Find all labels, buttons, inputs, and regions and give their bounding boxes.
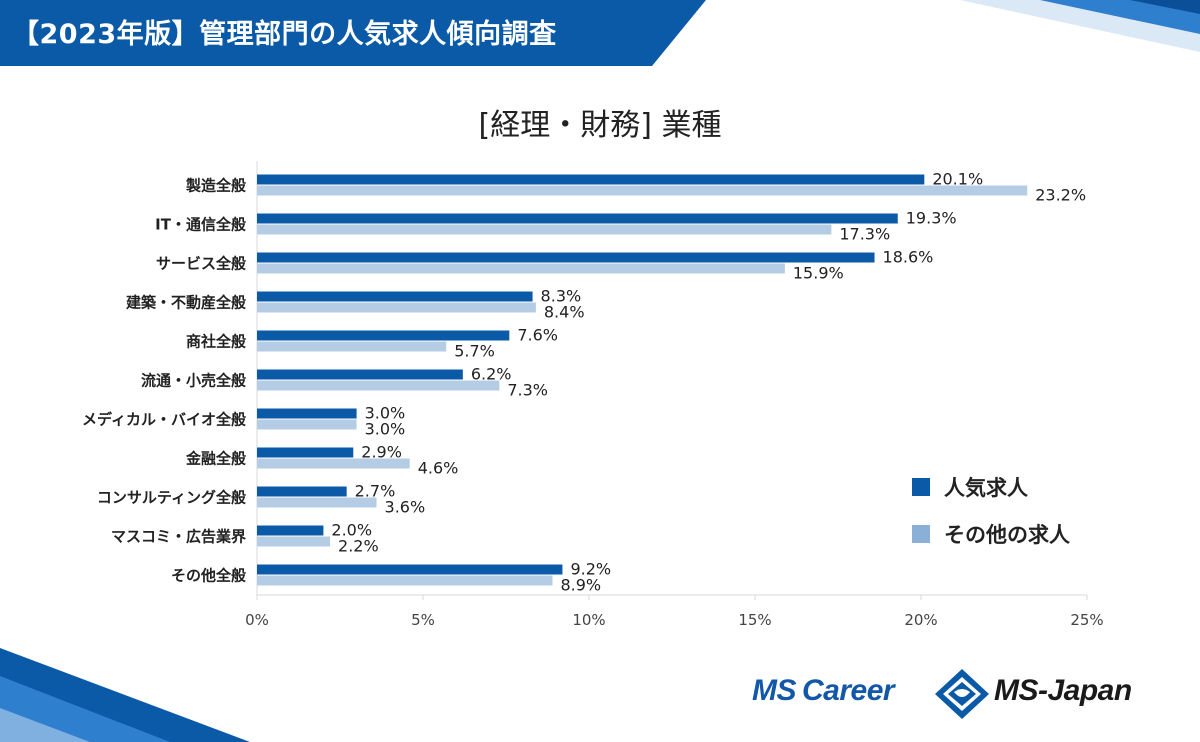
bar-other [257,419,357,430]
bar-popular [257,369,463,380]
bar-other [257,341,447,352]
bar-other [257,575,553,586]
data-label-popular: 2.0% [331,521,372,540]
top-right-stripe-3 [1130,0,1200,14]
bar-other [257,302,536,313]
bar-popular [257,291,533,302]
x-tick-label: 5% [411,611,435,629]
data-label-other: 17.3% [839,225,890,244]
logo-msjapan-text: MS-Japan [994,674,1132,707]
bar-popular [257,330,510,341]
data-label-other: 3.0% [365,420,406,439]
logo-ms-text: MS [752,674,797,707]
bottom-left-stripe-3 [0,708,90,742]
bar-other [257,497,377,508]
data-label-other: 23.2% [1035,186,1086,205]
data-label-popular: 9.2% [570,560,611,579]
data-label-popular: 6.2% [471,365,512,384]
diamond-logo-icon [935,669,989,719]
category-label: マスコミ・広告業界 [111,528,246,546]
top-right-stripe-2 [1040,0,1200,34]
bar-other [257,380,500,391]
data-label-popular: 20.1% [932,170,983,189]
data-label-other: 7.3% [507,381,548,400]
category-label: その他全般 [171,567,246,585]
category-label: 金融全般 [185,450,246,468]
x-tick-label: 20% [904,611,937,629]
category-label: 商社全般 [186,333,246,351]
data-label-popular: 8.3% [541,287,582,306]
data-label-other: 2.2% [338,537,379,556]
category-label: サービス全般 [156,255,246,273]
data-label-popular: 7.6% [517,326,558,345]
data-label-popular: 18.6% [883,248,934,267]
bar-popular [257,252,875,263]
x-tick-label: 25% [1070,611,1103,629]
data-label-other: 5.7% [454,342,495,361]
bar-other [257,224,832,235]
category-label: メディカル・バイオ全般 [82,411,246,429]
data-label-popular: 3.0% [365,404,406,423]
bar-popular [257,564,563,575]
data-label-other: 8.9% [560,576,601,595]
legend-label-other: その他の求人 [944,523,1070,547]
x-tick-label: 0% [245,611,269,629]
category-label: コンサルティング全般 [97,489,246,507]
legend-swatch-other [912,525,930,543]
data-label-other: 8.4% [544,303,585,322]
header-band [0,0,706,66]
brand-logo: MS Career MS-Japan [752,668,1172,720]
logo-career-text: Career [802,674,895,707]
data-label-popular: 2.7% [355,482,396,501]
bar-other [257,185,1028,196]
data-label-other: 4.6% [418,459,459,478]
bar-popular [257,486,347,497]
bar-popular [257,447,354,458]
chart-title: [経理・財務] 業種 [479,108,722,143]
page-title: 【2023年版】管理部門の人気求人傾向調査 [12,19,557,50]
data-label-popular: 19.3% [906,209,957,228]
legend-label-popular: 人気求人 [944,476,1028,500]
legend-swatch-popular [912,478,930,496]
category-label: 流通・小売全般 [141,372,246,390]
data-label-other: 15.9% [793,264,844,283]
bar-other [257,458,410,469]
x-tick-label: 10% [572,611,605,629]
bar-popular [257,408,357,419]
x-tick-label: 15% [738,611,771,629]
data-label-popular: 2.9% [361,443,402,462]
bar-other [257,263,785,274]
data-label-other: 3.6% [385,498,426,517]
bar-popular [257,174,925,185]
bar-popular [257,213,898,224]
bar-popular [257,525,324,536]
category-label: IT・通信全般 [155,216,246,234]
bar-other [257,536,331,547]
category-label: 建築・不動産全般 [126,294,246,312]
category-label: 製造全般 [185,177,246,195]
